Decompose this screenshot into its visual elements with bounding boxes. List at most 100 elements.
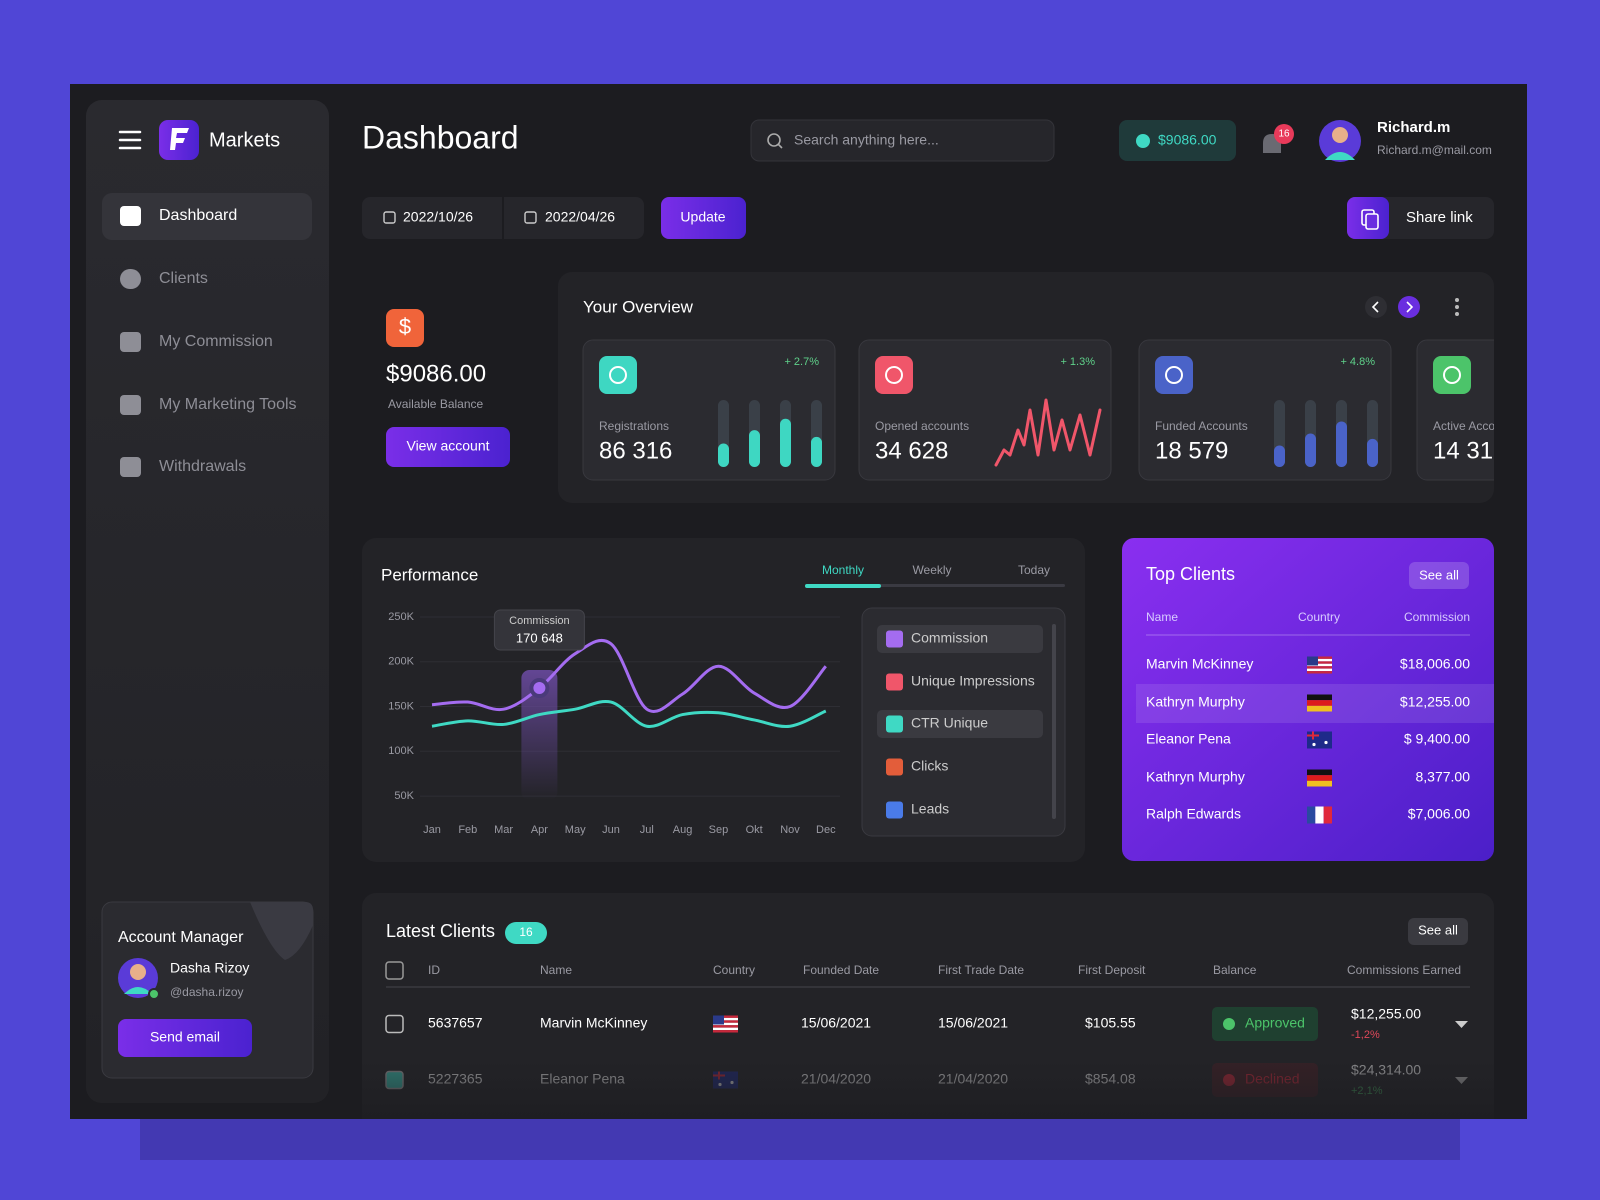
legend-swatch (886, 673, 903, 691)
latest-see-all-button[interactable] (1408, 918, 1468, 945)
x-tick-label: Nov (780, 824, 800, 836)
flag-stripe (1307, 661, 1332, 664)
flag-stripe (1307, 671, 1332, 674)
menu-item[interactable]: My Marketing Tools (159, 396, 297, 413)
send-email-label: Send email (150, 1029, 220, 1045)
send-email-button[interactable] (118, 1019, 252, 1057)
column-header: Founded Date (803, 963, 879, 977)
table-row: 5637657 Marvin McKinney 15/06/2021 15/06/20… (385, 1006, 1468, 1041)
flag (1307, 731, 1332, 749)
y-tick-label: 150K (388, 700, 414, 712)
select-all-checkbox[interactable] (385, 961, 404, 980)
update-button[interactable] (661, 197, 746, 239)
menu-item[interactable]: Clients (159, 270, 208, 287)
cell-name: Marvin McKinney (540, 1015, 647, 1031)
date-from[interactable]: 2022/10/26 (403, 209, 473, 225)
legend-label[interactable]: Commission (911, 630, 988, 646)
client-name: Eleanor Pena (1146, 731, 1231, 747)
search-box[interactable] (750, 119, 1055, 162)
x-tick-label: May (565, 824, 586, 836)
legend-label[interactable]: Unique Impressions (911, 673, 1035, 689)
flag-canton (713, 1015, 724, 1025)
next-button[interactable] (1398, 296, 1420, 318)
row-checkbox[interactable] (385, 1014, 404, 1034)
card-label: Funded Accounts (1155, 419, 1248, 433)
flag-stripe (713, 1030, 738, 1033)
flag-stripe (1307, 663, 1332, 667)
manager-title: Account Manager (118, 929, 244, 946)
manager-handle: @dasha.rizoy (170, 985, 244, 999)
flag-band (1307, 775, 1332, 781)
overview-card (1138, 339, 1392, 481)
mini-bar (811, 436, 822, 467)
flag-band (1307, 806, 1316, 824)
x-tick-label: Feb (458, 824, 477, 836)
card-value: 18 579 (1155, 437, 1228, 464)
menu-item[interactable]: Withdrawals (159, 458, 246, 475)
menu-item[interactable]: My Commission (159, 333, 273, 350)
tab-indicator (805, 584, 881, 588)
flag (1307, 769, 1332, 787)
notification-badge (1274, 124, 1294, 144)
menu-icon (120, 206, 141, 226)
tab[interactable]: Today (1018, 563, 1050, 577)
flag-star (1324, 740, 1328, 745)
hamburger[interactable] (118, 130, 142, 150)
legend-label[interactable]: Leads (911, 801, 949, 817)
legend-label[interactable]: CTR Unique (911, 715, 988, 731)
share-label: Share link (1406, 209, 1473, 226)
client-name: Kathryn Murphy (1146, 769, 1245, 785)
search-icon-handle (777, 143, 783, 149)
cell-founded: 15/06/2021 (801, 1015, 871, 1031)
top-see-all-button[interactable] (1409, 562, 1469, 589)
client-name: Kathryn Murphy (1146, 694, 1245, 710)
manager-decor (250, 902, 313, 960)
flag-stripe (713, 1020, 738, 1023)
card-icon-glyph (885, 366, 903, 384)
column-header: Name (540, 963, 572, 977)
y-tick-label: 100K (388, 745, 414, 757)
card-change: + 1.3% (1060, 356, 1095, 368)
legend-swatch (886, 758, 903, 776)
flag-stripe (713, 1027, 738, 1031)
notification-count: 16 (1278, 129, 1290, 140)
flag-star (1312, 742, 1316, 747)
date-to[interactable]: 2022/04/26 (545, 209, 615, 225)
flag-band (1323, 806, 1332, 824)
prev-button[interactable] (1365, 296, 1387, 318)
logo-mark (170, 128, 189, 150)
legend-label[interactable]: Clicks (911, 758, 948, 774)
flag (1307, 806, 1332, 824)
client-commission: $ 9,400.00 (1404, 731, 1470, 747)
flag-band (1307, 780, 1332, 787)
balance-icon (1136, 134, 1150, 148)
flag-band (1307, 700, 1332, 706)
search-placeholder: Search anything here... (794, 132, 939, 148)
page-title: Dashboard (362, 119, 519, 155)
view-account-button[interactable] (386, 427, 510, 467)
dollar-glyph: $ (399, 314, 411, 339)
x-tick-label: Apr (531, 824, 548, 836)
card-change: + 4.8% (1340, 356, 1375, 368)
available-label: Available Balance (388, 397, 484, 411)
more-menu[interactable] (1455, 298, 1459, 316)
count-badge (505, 922, 547, 944)
tab[interactable]: Monthly (822, 563, 864, 577)
legend-scrollbar[interactable] (1052, 624, 1056, 819)
client-commission: $18,006.00 (1400, 656, 1470, 672)
card-change: + 2.7% (784, 356, 819, 368)
x-tick-label: Jul (640, 824, 654, 836)
x-tick-label: Sep (709, 824, 729, 836)
tab[interactable]: Weekly (912, 563, 951, 577)
card-value: 14 31 (1433, 437, 1493, 464)
client-commission: $7,006.00 (1408, 806, 1470, 822)
card-icon (599, 356, 637, 394)
menu-item[interactable]: Dashboard (159, 207, 237, 224)
expand-caret[interactable] (1455, 1021, 1468, 1028)
card-label: Opened accounts (875, 419, 969, 433)
flag-stripe (713, 1015, 738, 1018)
overview-cards: + 2.7% Registrations 86 316 + 1.3% Opened ac… (582, 339, 1494, 481)
client-commission: $12,255.00 (1400, 694, 1470, 710)
